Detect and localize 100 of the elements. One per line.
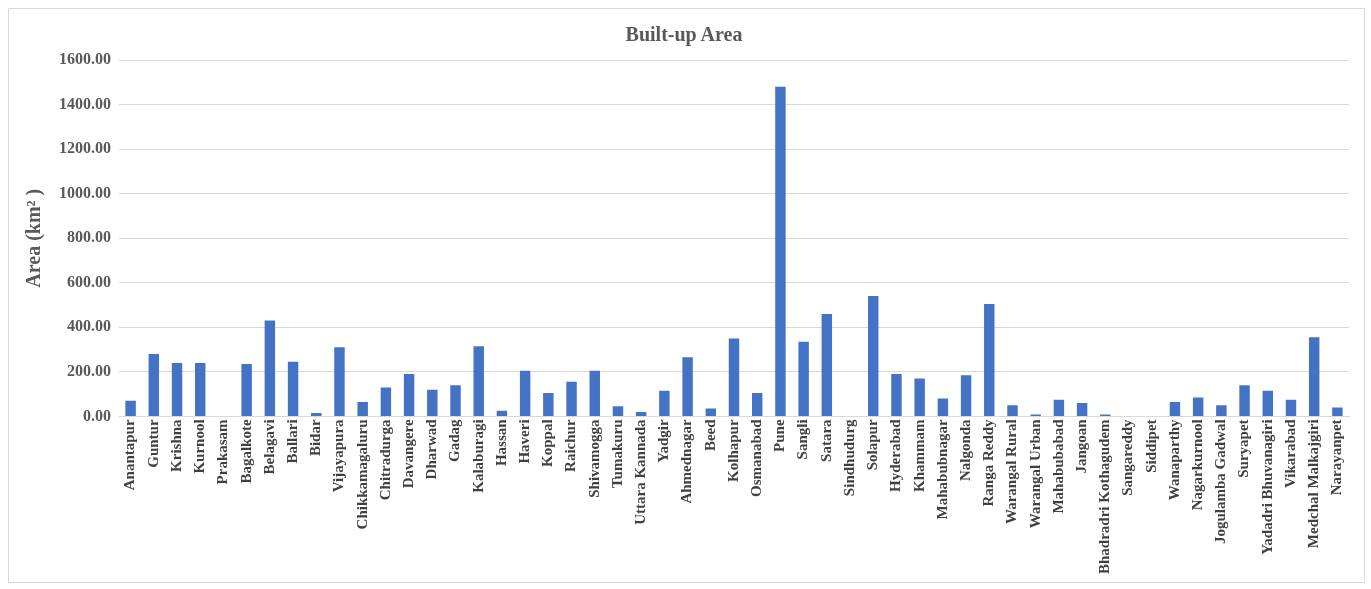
x-tick-label: Ballari [283, 419, 300, 464]
bar [1076, 403, 1088, 416]
bar [334, 347, 345, 416]
bar [1053, 399, 1065, 416]
x-tick-label: Chikkamagaluru [353, 419, 370, 530]
y-axis-title: Area (km² ) [22, 188, 46, 288]
x-tick-label: Bhadradri Kothagudem [1096, 418, 1113, 574]
x-tick-label: Kolhapur [724, 419, 741, 482]
bar [960, 375, 972, 416]
x-tick-label: Solapur [864, 419, 881, 471]
x-tick-label: Pune [771, 419, 788, 452]
x-tick-label: Haveri [516, 419, 533, 464]
bar [380, 387, 392, 416]
x-tick-label: Nagarkurnool [1189, 419, 1206, 511]
y-tick-label: 1000.00 [59, 183, 111, 201]
bar [728, 338, 740, 416]
y-tick-label: 200.00 [67, 361, 111, 379]
bar [612, 406, 624, 416]
x-tick-label: Vikarabad [1281, 418, 1298, 489]
y-tick-label: 1400.00 [59, 94, 111, 112]
bar [519, 370, 531, 416]
x-tick-label: Yadgir [655, 419, 672, 463]
bar [1285, 399, 1297, 416]
bar [775, 86, 786, 416]
bar [891, 374, 902, 416]
bar [1216, 405, 1227, 416]
bar [264, 320, 276, 416]
bar [450, 385, 461, 416]
x-tick-label: Anantapur [121, 419, 138, 491]
bar [1169, 401, 1181, 416]
x-tick-label: Sangareddy [1119, 418, 1136, 496]
x-tick-label: Siddipet [1142, 419, 1159, 473]
x-tick-label: Vijayapura [330, 418, 347, 493]
x-tick-label: Krishna [167, 418, 184, 472]
bar [705, 408, 717, 416]
y-tick-label: 0.00 [83, 406, 111, 424]
bar [496, 410, 508, 416]
x-tick-label: Osmanabad [748, 418, 765, 497]
bar [868, 296, 879, 416]
bar [659, 390, 670, 416]
x-tick-label: Narayanpet [1328, 419, 1345, 496]
x-tick-label: Warangal Rural [1003, 419, 1020, 524]
x-tick-label: Bidar [307, 419, 324, 457]
x-tick-label: Chitradurga [376, 418, 393, 501]
bar [1192, 397, 1204, 416]
x-tick-label: Khammam [910, 418, 927, 492]
bar [1007, 405, 1018, 416]
bar [682, 357, 693, 416]
x-tick-label: Bagalkote [237, 419, 254, 484]
x-tick-label: Prakasam [214, 418, 231, 485]
bar [984, 303, 995, 416]
bar [403, 374, 415, 416]
x-tick-label: Guntur [144, 419, 161, 468]
bar [1308, 337, 1320, 416]
bar [148, 354, 160, 416]
x-tick-label: Davangere [399, 419, 416, 489]
bar [821, 313, 833, 416]
bar [171, 362, 183, 416]
x-tick-label: Shivamogga [585, 418, 602, 498]
y-tick-label: 400.00 [67, 317, 111, 335]
y-tick-label: 800.00 [67, 228, 111, 246]
x-tick-label: Ranga Reddy [980, 418, 997, 507]
x-tick-label: Satara [817, 418, 834, 462]
bar [311, 413, 322, 416]
bar [589, 370, 600, 416]
bar [798, 341, 809, 416]
chart-title: Built-up Area [625, 23, 743, 47]
bar [427, 389, 438, 416]
x-tick-label: Nalgonda [956, 418, 973, 482]
x-tick-label: Hassan [492, 418, 509, 467]
x-tick-label: Belagavi [260, 419, 277, 475]
x-tick-label: Kurnool [191, 419, 208, 474]
bar [195, 362, 206, 416]
x-tick-label: Ahmednagar [678, 419, 695, 504]
bar [543, 393, 554, 416]
bar [241, 364, 252, 416]
bar [1332, 407, 1343, 416]
x-tick-label: Beed [701, 418, 718, 452]
x-tick-label: Dharwad [423, 418, 440, 480]
x-tick-label: Hyderabad [887, 418, 904, 492]
x-tick-label: Raichur [562, 419, 579, 472]
x-tick-label: Uttara Kannada [632, 418, 649, 525]
x-tick-label: Sangli [794, 419, 811, 460]
bar [566, 381, 577, 416]
bar [1239, 385, 1250, 416]
x-tick-label: Gadag [446, 418, 463, 462]
bar [914, 378, 925, 416]
bar [287, 361, 299, 416]
x-tick-label: Koppal [539, 419, 556, 467]
bar [751, 393, 763, 416]
bar [125, 400, 136, 416]
bar [357, 401, 368, 416]
x-tick-label: Yadadri Bhuvanagiri [1258, 419, 1275, 555]
x-tick-label: Tumakuru [608, 419, 625, 489]
y-tick-label: 1600.00 [59, 50, 111, 68]
x-tick-label: Jogulamba Gadwal [1212, 419, 1229, 544]
x-tick-label: Mahabubabad [1049, 418, 1066, 514]
x-tick-label: Wanaparthy [1165, 418, 1182, 501]
x-tick-label: Warangal Urban [1026, 418, 1043, 529]
bar [1262, 390, 1273, 416]
